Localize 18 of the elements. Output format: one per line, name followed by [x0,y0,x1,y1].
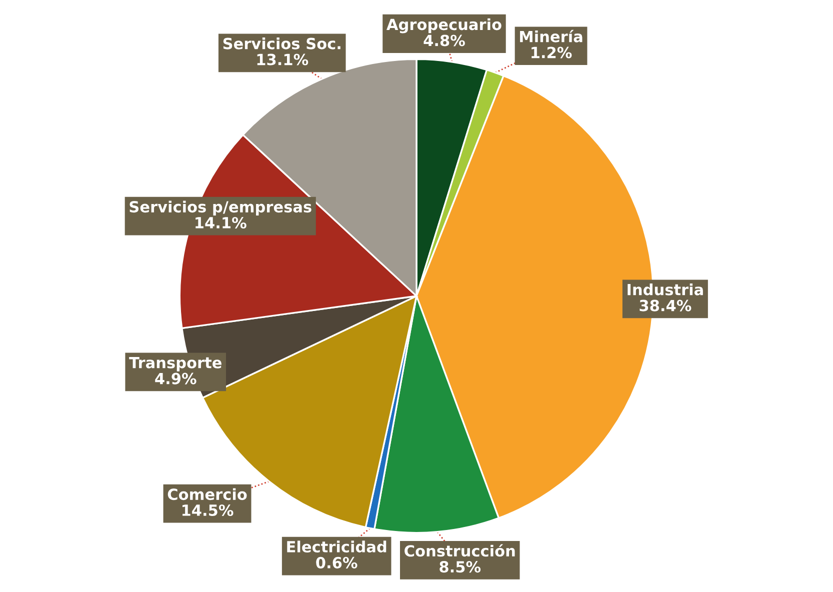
slice-label: Transporte [129,357,222,372]
data-label: 13.1% [257,54,308,66]
slice-label: Industria [628,284,703,296]
data-label: 14.5% [182,504,234,516]
slice-label: Minería [520,30,582,42]
slice-label: Comercio [168,488,247,500]
slice-label: Servicios Soc. [223,38,340,50]
data-label: 14.1% [196,216,246,229]
data-label: 38.4% [640,300,692,312]
data-label: 8.5% [440,561,481,573]
slice-label: Construcción [404,544,515,557]
data-label: 0.6% [316,556,358,568]
data-label: 4.9% [155,372,196,384]
data-label: 4.8% [424,34,465,46]
slice-label: Agropecuario [386,18,502,34]
data-label: 1.2% [532,46,572,58]
slice-label: Servicios p/empresas [130,200,312,216]
slice-label: Electricidad [287,540,386,553]
